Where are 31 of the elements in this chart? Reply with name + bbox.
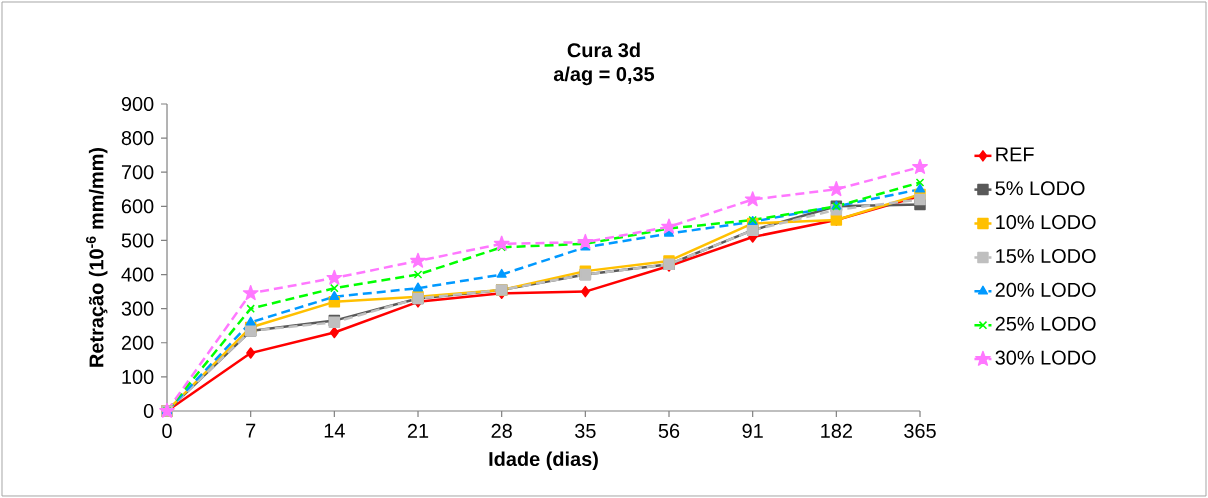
x-tick-label: 7 — [246, 423, 256, 438]
legend-label: 5% LODO — [995, 181, 1085, 196]
y-tick-label: 100 — [122, 369, 154, 384]
y-tick-label: 200 — [121, 335, 154, 350]
y-tick-label: 0 — [143, 403, 154, 419]
x-axis-title: Idade (dias) — [489, 451, 598, 470]
legend-label: 25% LODO — [995, 316, 1096, 331]
x-tick-label: 56 — [658, 423, 680, 438]
x-tick-label: 0 — [162, 423, 172, 438]
legend-label: 30% LODO — [995, 350, 1096, 365]
x-tick-label: 365 — [904, 423, 936, 438]
x-tick-label: 21 — [407, 423, 429, 438]
x-tick-label: 14 — [324, 423, 345, 438]
x-tick-label: 182 — [821, 423, 852, 438]
text: Retração (10$^{-6}$ mm/mm) — [86, 147, 108, 367]
y-tick-label: 300 — [121, 301, 154, 316]
x-tick-label: 35 — [575, 423, 596, 438]
y-tick-label: 600 — [121, 199, 154, 214]
legend-label: 15% LODO — [996, 248, 1096, 264]
chart-subtitle: a/ag = 0,35 — [553, 66, 655, 86]
y-tick-label: 400 — [121, 267, 154, 282]
x-tick-label: 91 — [742, 423, 763, 438]
chart-title: Cura 3d — [567, 42, 640, 58]
y-tick-label: 700 — [121, 165, 154, 180]
y-tick-label: 800 — [121, 131, 154, 146]
x-tick-label: 28 — [491, 423, 512, 438]
legend-label: 20% LODO — [995, 282, 1096, 297]
y-tick-label: 500 — [121, 233, 154, 248]
legend-label: 10% LODO — [996, 215, 1096, 230]
y-tick-label: 900 — [121, 96, 154, 112]
legend-label: REF — [996, 147, 1034, 162]
